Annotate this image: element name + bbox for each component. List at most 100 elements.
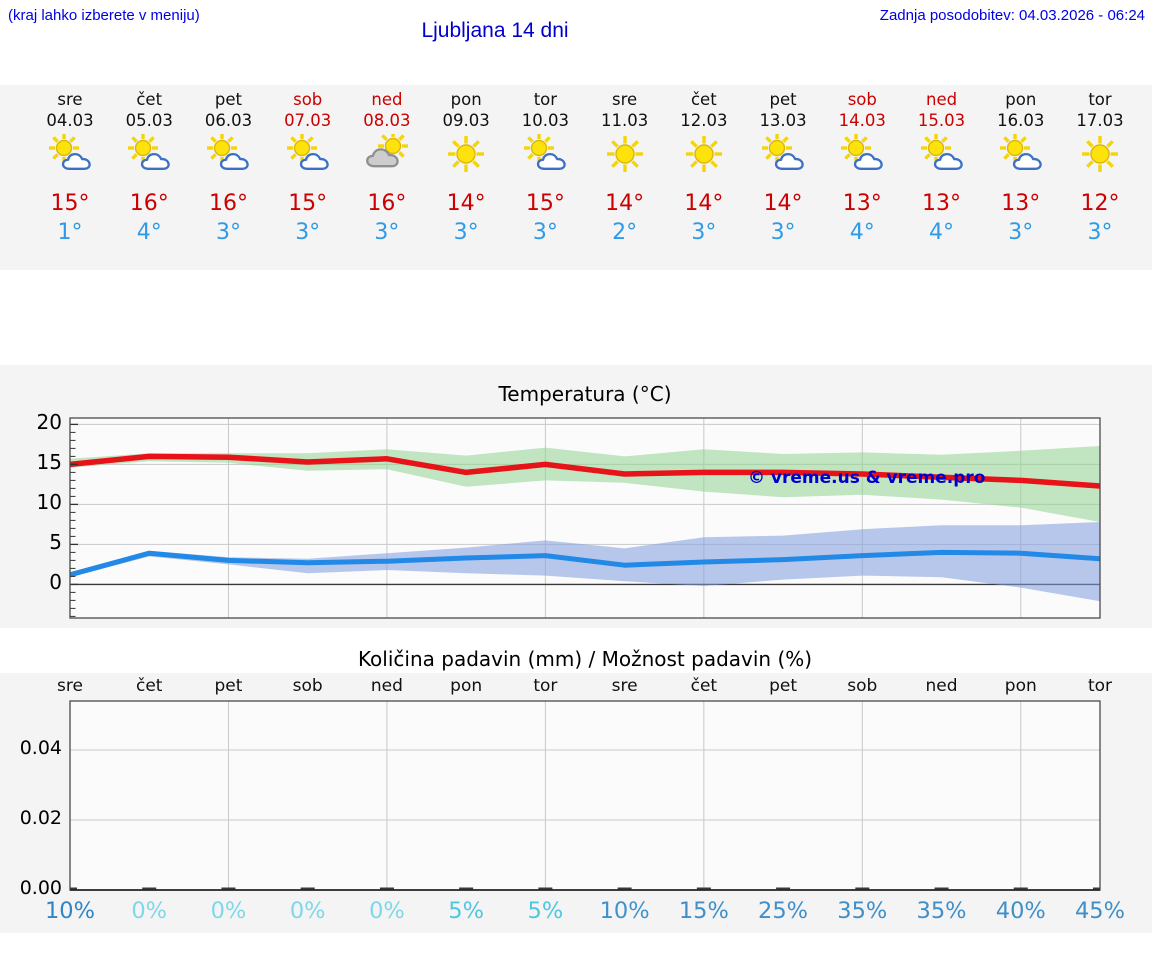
day-low-temp: 4° [849,220,875,245]
watermark-link[interactable]: © vreme.us & vreme.pro [748,468,986,488]
day-name-label: sre [612,90,638,109]
cloud-shape [365,148,399,168]
sun-disc [456,144,476,164]
sun-disc [694,144,714,164]
day-name-label: pet [214,90,242,109]
cloud-shape [220,152,250,170]
sun-ray [527,136,535,143]
sun-ray [148,136,156,143]
day-high-temp: 15° [50,191,90,216]
precip-ytick-label: 0.00 [19,877,62,899]
day-low-temp: 4° [136,220,162,245]
sun-ray [1086,160,1094,168]
sun-disc [293,139,310,157]
day-name-label: sob [293,90,323,109]
day-name-label: pet [769,90,797,109]
sun-ray [210,136,218,143]
precip-bar [855,887,870,890]
precip-ytick-label: 0.02 [19,807,62,829]
sun-ray [1019,136,1027,143]
day-date-label: 15.03 [917,111,966,130]
day-date-label: 17.03 [1076,111,1124,130]
sun-disc [384,137,402,155]
day-date-label: 06.03 [204,111,253,130]
day-high-temp: 15° [288,191,328,216]
max-temperature-line [69,453,1101,489]
precip-day-label: pon [1004,676,1037,696]
cloud-shape [141,152,170,170]
day-low-temp: 4° [929,220,955,245]
sunny-icon [1082,136,1118,172]
precip-probability: 0% [289,898,326,924]
sun-ray [1106,140,1114,148]
sun-cloud-icon [286,134,329,170]
sun-ray [398,134,405,141]
precip-bar [70,887,77,890]
precip-probability: 15% [678,898,729,924]
precip-day-label: čet [135,676,163,696]
sun-ray [710,140,718,148]
day-low-temp: 3° [215,220,241,245]
precip-probability: 35% [837,898,888,924]
day-date-label: 07.03 [284,111,332,130]
precip-probability: 0% [131,898,168,924]
sun-ray [1086,140,1094,148]
day-date-label: 09.03 [442,111,490,130]
sun-ray [844,136,852,143]
sun-ray [69,136,76,143]
temp-ytick-label: 15 [36,450,62,475]
temp-ytick-label: 5 [49,530,62,555]
day-low-temp: 3° [770,220,796,245]
day-high-temp: 13° [922,191,962,216]
day-name-label: sre [57,90,83,109]
day-name-label: tor [533,90,558,109]
temp-ytick-label: 10 [36,490,62,515]
precip-day-label: pon [450,676,483,696]
precip-bar [379,887,394,890]
precip-day-label: sre [57,676,83,696]
precip-bar [1093,887,1100,890]
sun-ray [52,136,59,143]
day-high-temp: 16° [208,191,248,216]
sun-ray [52,153,59,160]
cloud-shape [537,152,567,170]
sun-ray [765,136,772,143]
sun-ray [527,153,535,160]
day-low-temp: 3° [532,220,558,245]
sun-ray [306,136,314,143]
sun-ray [610,160,619,168]
sun-disc [531,139,548,157]
day-name-label: ned [371,90,403,109]
day-high-temp: 13° [842,191,882,216]
precipitation-chart-title: Količina padavin (mm) / Možnost padavin … [357,647,813,671]
sun-ray [689,140,698,148]
day-high-temp: 12° [1080,191,1120,216]
precipitation-chart-section: sre čet pet sob ned pon tor sre čet pet sob ned pon t… [0,673,1152,933]
cloud-shape [299,152,329,170]
plot-border [69,417,1101,619]
sun-ray [472,140,481,148]
day-date-label: 05.03 [125,111,173,130]
precip-ytick-label: 0.04 [19,737,62,759]
sun-disc [848,139,865,157]
precip-bar [1013,887,1028,890]
sun-ray [1002,153,1010,160]
sun-cloud-icon [920,134,963,170]
temp-ytick-label: 20 [36,410,62,435]
precip-probability: 25% [758,898,809,924]
sun-disc [614,144,635,164]
sun-disc [135,139,152,157]
sun-ray [782,136,789,143]
day-low-temp: 3° [691,220,717,245]
day-name-label: čet [136,90,163,109]
location-menu-hint[interactable]: (kraj lahko izberete v meniju) [8,7,200,24]
day-date-label: 12.03 [680,111,728,130]
cloud-shape [61,152,91,170]
precip-bar [617,887,632,890]
day-date-label: 10.03 [521,111,569,130]
precip-bar [142,887,157,890]
precip-probability: 10% [44,898,95,924]
plot-background [70,701,1100,890]
sun-ray [544,136,552,143]
precip-probability: 45% [1074,898,1125,924]
